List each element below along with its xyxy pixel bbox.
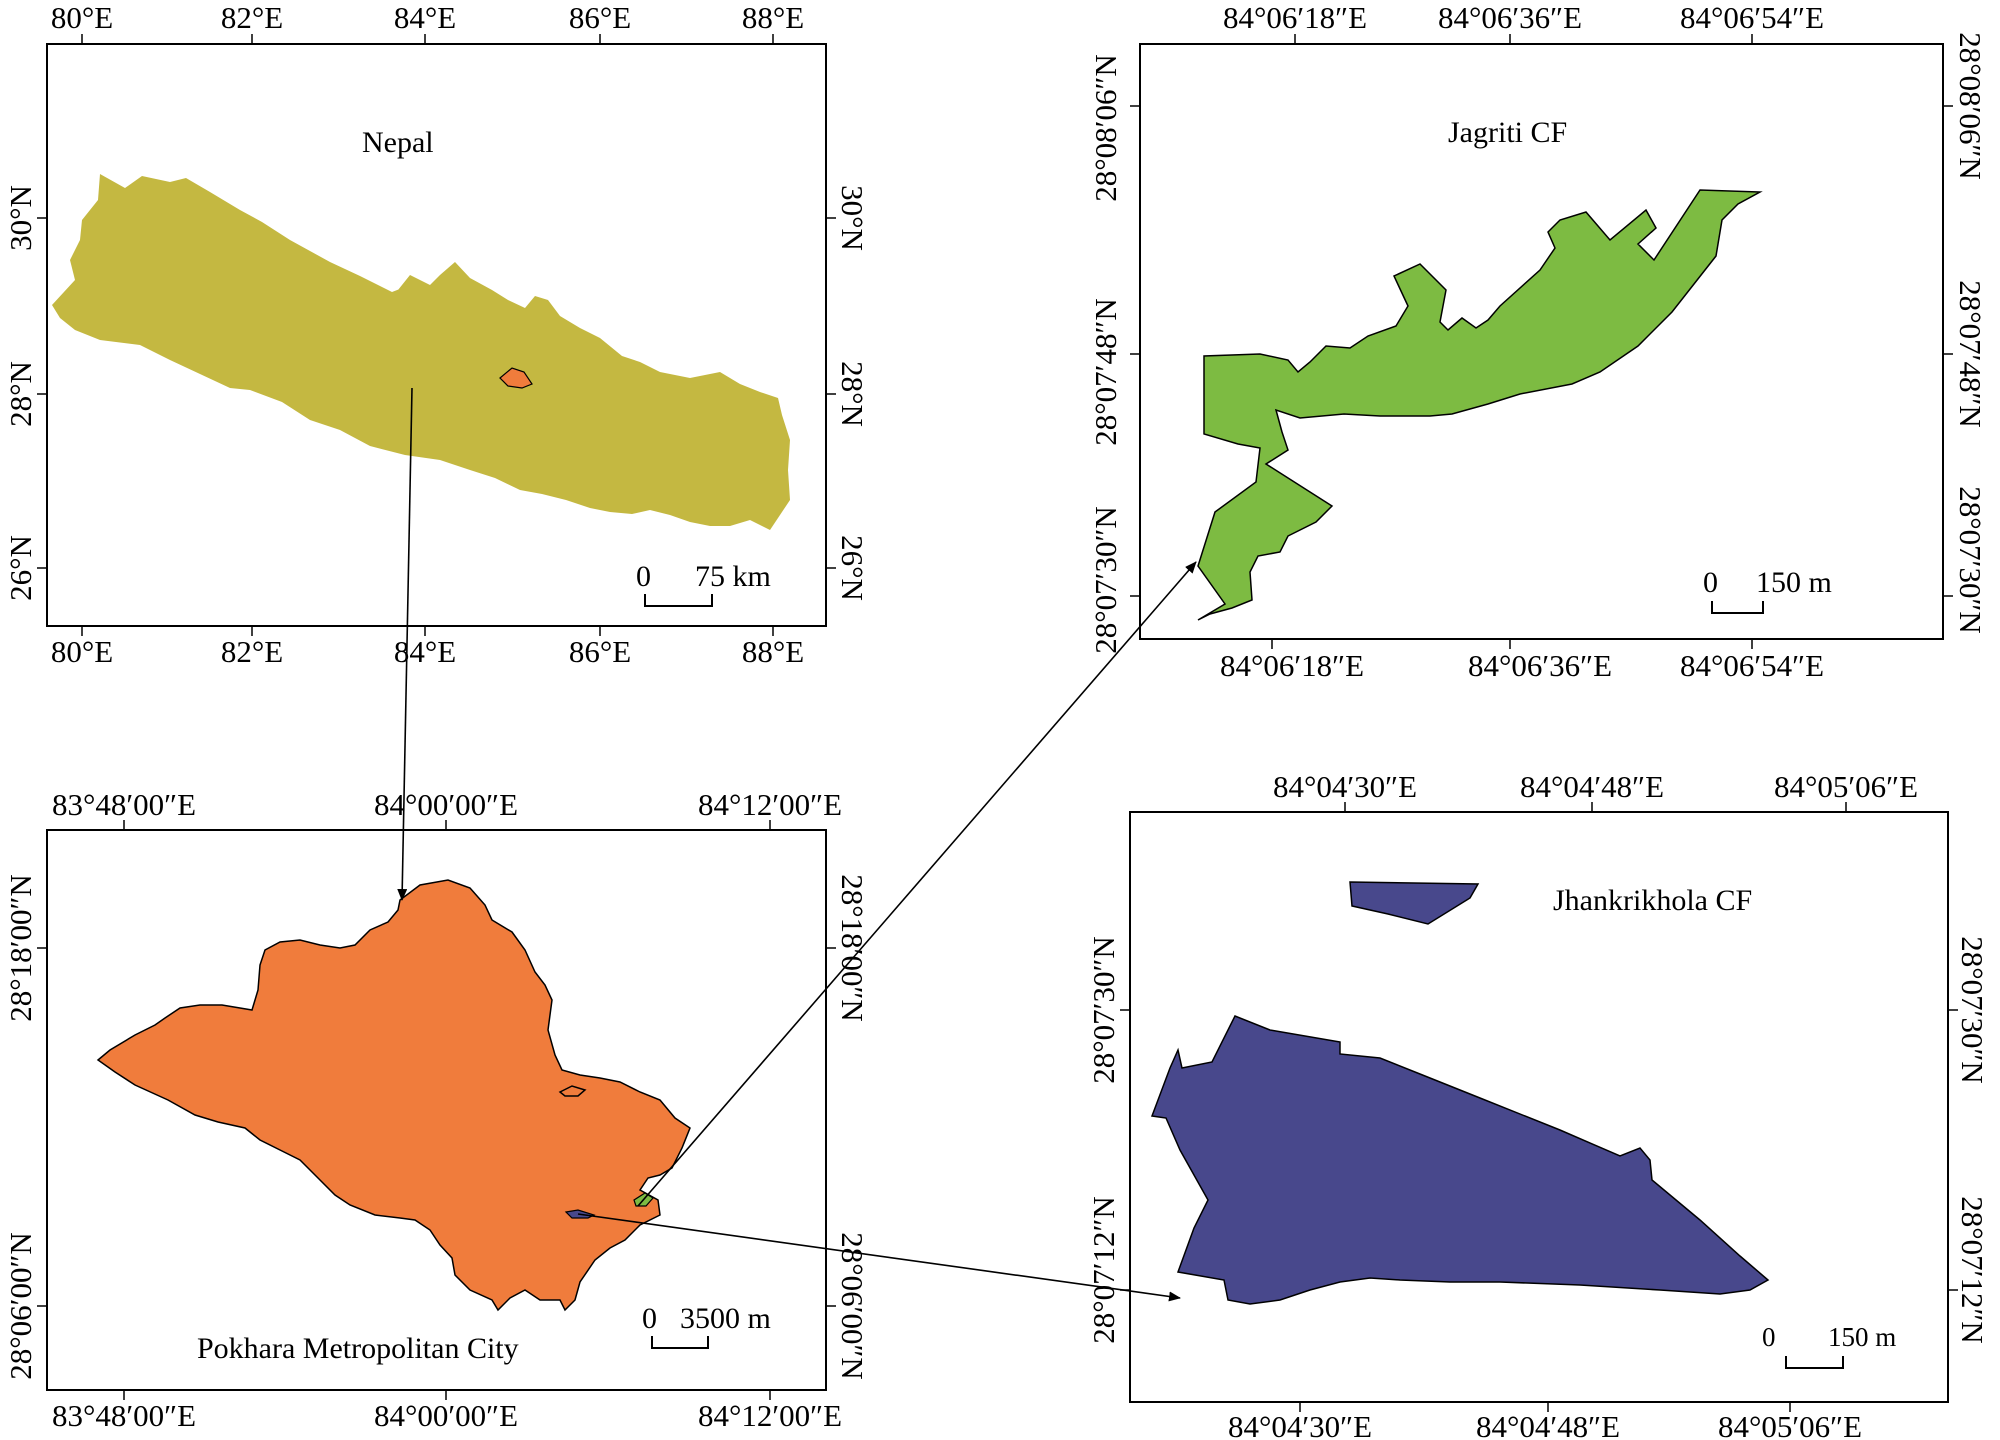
jhankrikhola-scale-zero: 0 [1762,1322,1776,1352]
nepal-bottom-ticks [81,626,774,636]
jagriti-frame [1139,43,1944,640]
jagriti-scale-bar: 0 150 m [1703,566,1832,614]
jhankrikhola-left-tick-label-1: 28°07′30″N [1086,936,1121,1083]
nepal-bottom-tick-label-80: 80°E [51,634,113,669]
nepal-bottom-tick-label-88: 88°E [742,634,804,669]
jagriti-bottom-tick-label-2: 84°06′36″E [1468,648,1612,683]
nepal-top-tick-label-84: 84°E [394,0,456,35]
jagriti-right-tick-label-3: 28°07′30″N [1953,486,1988,633]
arrow-pokhara-to-jhankrikhola [577,1213,1181,1302]
pokhara-top-tick-label-3: 84°12′00″E [698,787,842,822]
pokhara-title: Pokhara Metropolitan City [197,1332,519,1365]
jhankrikhola-scale-bar: 0 150 m [1762,1322,1896,1369]
jhankrikhola-bottom-ticks [1299,1402,1791,1412]
nepal-top-tick-label-80: 80°E [51,0,113,35]
pokhara-panel: Pokhara Metropolitan City 83°48′00″E 84°… [3,787,870,1433]
nepal-country-shape [52,174,790,530]
nepal-title: Nepal [362,126,434,159]
jhankrikhola-top-tick-label-1: 84°04′30″E [1273,769,1417,804]
jhankrikhola-top-ticks [1344,802,1847,812]
jhankrikhola-scale-value: 150 m [1828,1322,1896,1352]
nepal-left-tick-label-28: 28°N [3,361,38,427]
jhankrikhola-north-shape [1349,881,1480,925]
nepal-bottom-tick-label-84: 84°E [394,634,456,669]
jagriti-bottom-ticks [1271,639,1753,649]
jhankrikhola-right-tick-label-1: 28°07′30″N [1955,936,1990,1083]
jhankrikhola-bottom-tick-label-2: 84°04′48″E [1476,1409,1620,1440]
jagriti-left-tick-label-3: 28°07′30″N [1088,506,1123,653]
connector-arrows [397,387,1197,1302]
pokhara-scale-bar: 0 3500 m [642,1302,771,1349]
jagriti-right-tick-label-2: 28°07′48″N [1953,280,1988,427]
pokhara-bottom-tick-label-3: 84°12′00″E [698,1398,842,1433]
nepal-scale-bar: 0 75 km [636,560,771,607]
jhankrikhola-left-tick-label-2: 28°07′12″N [1086,1196,1121,1343]
nepal-top-tick-label-86: 86°E [569,0,631,35]
nepal-scale-value: 75 km [695,560,771,593]
jagriti-scale-zero: 0 [1703,566,1718,599]
jhankrikhola-top-tick-label-2: 84°04′48″E [1520,769,1664,804]
pokhara-inner-boundary [558,1085,587,1097]
jagriti-title: Jagriti CF [1448,116,1567,149]
jagriti-top-ticks [1294,34,1753,44]
jhankrikhola-bottom-tick-label-1: 84°04′30″E [1228,1409,1372,1440]
nepal-top-tick-label-82: 82°E [221,0,283,35]
jhankrikhola-frame [1129,811,1949,1403]
jhankrikhola-title: Jhankrikhola CF [1553,884,1752,917]
nepal-panel: Nepal 80°E 82°E 84°E 86°E 88°E 80°E 82°E… [3,0,870,669]
jagriti-top-tick-label-2: 84°06′36″E [1438,0,1582,35]
nepal-bottom-tick-label-86: 86°E [569,634,631,669]
nepal-top-ticks [81,34,774,44]
nepal-right-tick-label-30: 30°N [835,185,870,251]
pokhara-bottom-ticks [123,1390,771,1400]
nepal-left-tick-label-30: 30°N [3,185,38,251]
jagriti-scale-value: 150 m [1756,566,1832,599]
jhankrikhola-bottom-tick-label-3: 84°05′06″E [1718,1409,1862,1440]
jhankrikhola-panel: Jhankrikhola CF 84°04′30″E 84°04′48″E 84… [1086,769,1990,1440]
pokhara-left-tick-label-1: 28°18′00″N [3,874,38,1021]
pokhara-bottom-tick-label-2: 84°00′00″E [374,1398,518,1433]
nepal-frame [46,43,827,627]
nepal-top-tick-label-88: 88°E [742,0,804,35]
pokhara-right-tick-label-1: 28°18′00″N [835,874,870,1021]
jagriti-panel: Jagriti CF 84°06′18″E 84°06′36″E 84°06′5… [1088,0,1988,683]
pokhara-location-shape [499,367,533,389]
pokhara-top-ticks [123,820,771,830]
jhankrikhola-marker-dot [1730,1331,1744,1345]
pokhara-bottom-tick-label-1: 83°48′00″E [52,1398,196,1433]
nepal-left-tick-label-26: 26°N [3,535,38,601]
arrow-nepal-to-pokhara [397,387,413,901]
jagriti-top-tick-label-3: 84°06′54″E [1680,0,1824,35]
arrow-pokhara-to-jagriti [637,561,1197,1207]
nepal-scale-zero: 0 [636,560,651,593]
pokhara-side-ticks [37,947,836,1307]
pokhara-scale-value: 3500 m [680,1302,771,1335]
jagriti-side-ticks [1130,105,1953,597]
jhankrikhola-right-tick-label-2: 28°07′12″N [1955,1196,1990,1343]
pokhara-top-tick-label-1: 83°48′00″E [52,787,196,822]
jagriti-forest-shape [1197,189,1763,621]
pokhara-city-shape [96,879,691,1312]
jagriti-top-tick-label-1: 84°06′18″E [1223,0,1367,35]
pokhara-right-tick-label-2: 28°06′00″N [835,1232,870,1379]
pokhara-left-tick-label-2: 28°06′00″N [3,1232,38,1379]
nepal-side-ticks [37,217,836,569]
jagriti-left-tick-label-2: 28°07′48″N [1088,298,1123,445]
jagriti-right-tick-label-1: 28°08′06″N [1953,32,1988,179]
jagriti-bottom-tick-label-1: 84°06′18″E [1220,648,1364,683]
pokhara-top-tick-label-2: 84°00′00″E [374,787,518,822]
jagriti-bottom-tick-label-3: 84°06′54″E [1680,648,1824,683]
jhankrikhola-main-shape [1150,1015,1770,1305]
jagriti-left-tick-label-1: 28°08′06″N [1088,54,1123,201]
nepal-right-tick-label-28: 28°N [835,361,870,427]
nepal-right-tick-label-26: 26°N [835,535,870,601]
jhankrikhola-top-tick-label-3: 84°05′06″E [1774,769,1918,804]
pokhara-scale-zero: 0 [642,1302,657,1335]
pokhara-frame [46,829,827,1391]
nepal-bottom-tick-label-82: 82°E [221,634,283,669]
